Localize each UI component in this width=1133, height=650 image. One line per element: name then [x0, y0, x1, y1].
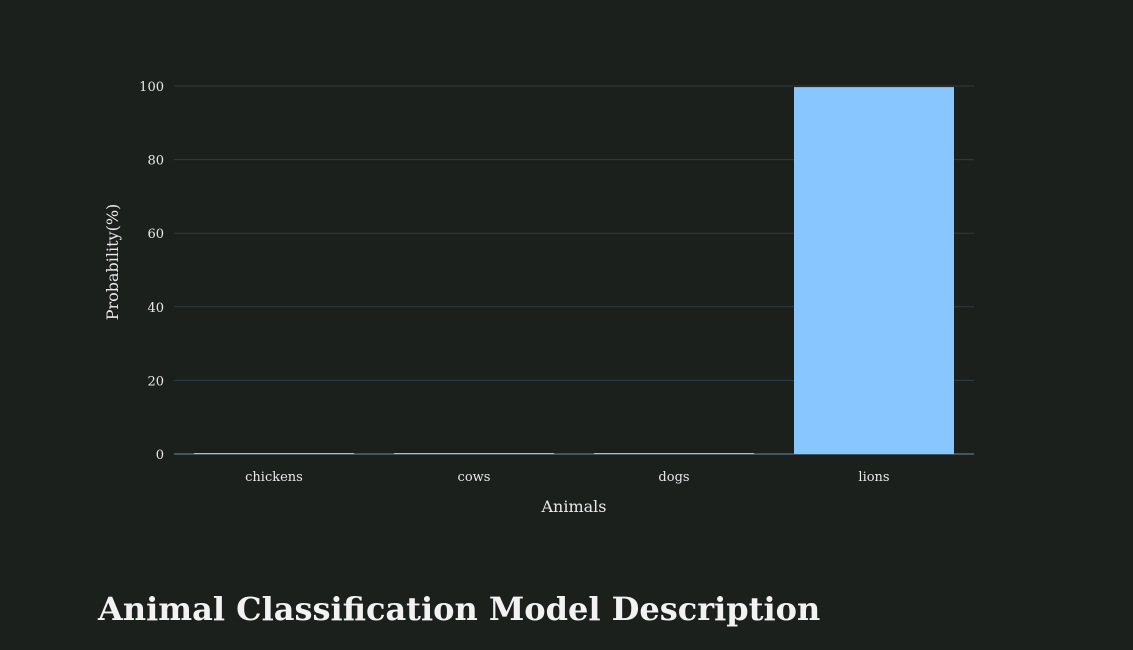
bar-dogs [594, 453, 754, 454]
bar-cows [394, 453, 554, 454]
y-axis-ticks: 0 20 40 60 80 100 [139, 80, 164, 463]
y-tick-label: 100 [139, 80, 164, 95]
bar-lions [794, 87, 954, 454]
y-tick-label: 20 [147, 374, 164, 389]
y-tick-label: 40 [147, 301, 164, 316]
bar-chart: 0 20 40 60 80 100 chickens cows dogs lions Anima… [103, 80, 974, 516]
x-axis-title: Animals [540, 497, 606, 516]
x-axis-ticks: chickens cows dogs lions [245, 470, 889, 485]
y-axis-title: Probability(%) [103, 204, 122, 321]
y-tick-label: 60 [147, 227, 164, 242]
x-tick-label: cows [458, 470, 491, 485]
section-title: Animal Classification Model Description [98, 590, 821, 628]
y-tick-label: 0 [156, 448, 164, 463]
x-tick-label: dogs [658, 470, 689, 485]
y-tick-label: 80 [147, 154, 164, 169]
bar-chickens [194, 453, 354, 454]
bars [194, 87, 954, 454]
x-tick-label: chickens [245, 470, 303, 485]
x-tick-label: lions [858, 470, 889, 485]
